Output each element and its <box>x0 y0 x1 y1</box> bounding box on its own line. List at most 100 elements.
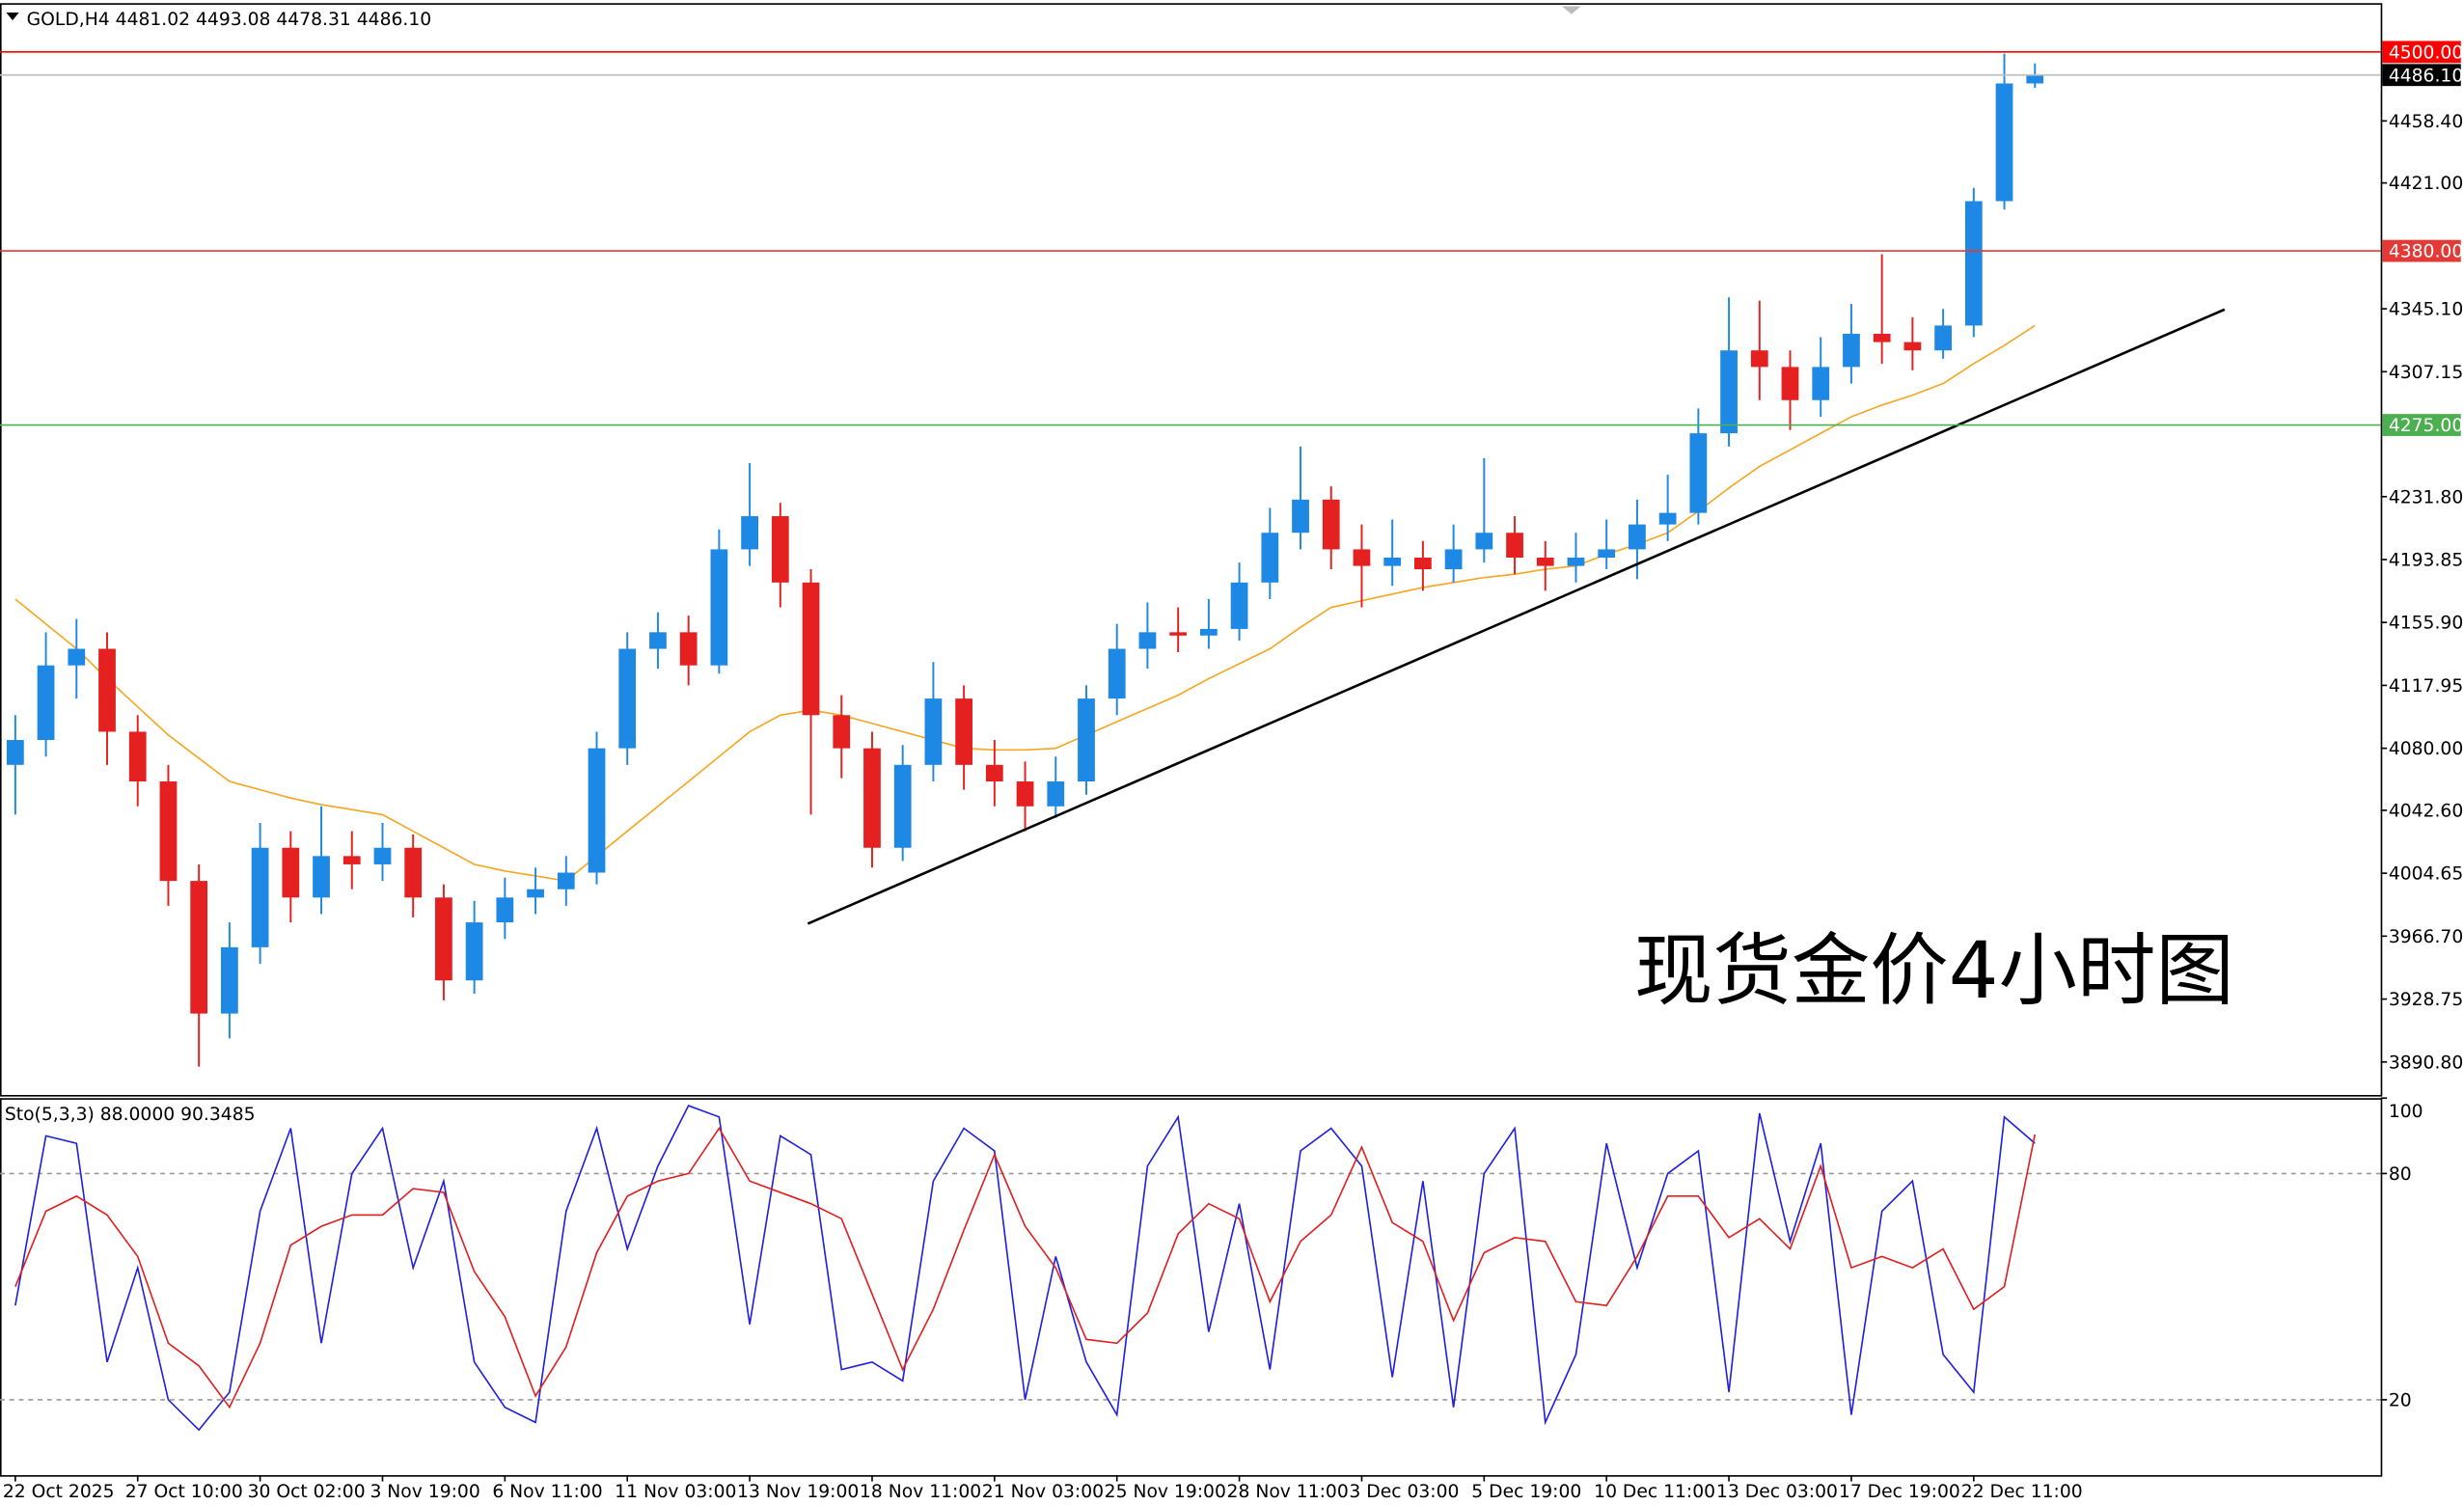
candle-body <box>985 764 1003 782</box>
candle-body <box>251 847 269 947</box>
stochastic-line <box>14 1105 2036 1432</box>
menu-triangle[interactable] <box>6 13 19 21</box>
candle-body <box>1322 499 1340 550</box>
main-panel-frame <box>0 3 2383 1097</box>
y-tick-label: 3890.80 <box>2389 1053 2463 1073</box>
x-tick-label: 17 Dec 19:00 <box>1839 1482 1960 1502</box>
y-tick-label: 4004.65 <box>2389 864 2463 885</box>
candle-body <box>313 856 330 898</box>
candle-body <box>1658 512 1677 525</box>
candle-body <box>527 889 544 898</box>
candle-body <box>1720 350 1738 434</box>
price-level-label: 4275.00 <box>2389 416 2463 436</box>
candle-body <box>1506 533 1523 559</box>
y-tick-label: 4307.15 <box>2389 363 2463 383</box>
y-tick-label: 4080.00 <box>2389 739 2463 759</box>
candle-body <box>1750 350 1768 368</box>
candle-body <box>68 648 86 666</box>
candle-body <box>893 764 912 848</box>
indicator-title: Sto(5,3,3) 88.0000 90.3485 <box>5 1105 256 1125</box>
candle-body <box>1199 628 1218 636</box>
candle-body <box>1567 558 1585 566</box>
candle-body <box>1383 558 1402 566</box>
candle-body <box>221 946 238 1014</box>
annotation: 现货金价4小时图 <box>1634 925 2234 1017</box>
y-tick-label: 4193.85 <box>2389 551 2463 571</box>
y-tick-label: 3966.70 <box>2389 927 2463 947</box>
x-tick-label: 11 Nov 03:00 <box>615 1482 736 1502</box>
candle-body <box>1781 367 1799 400</box>
candle-body <box>128 731 147 782</box>
candle-body <box>1995 83 2013 202</box>
candle-body <box>1016 781 1034 807</box>
y-tick-label: 100 <box>2389 1102 2423 1122</box>
candle-body <box>771 516 789 583</box>
x-tick-label: 30 Oct 02:00 <box>248 1482 366 1502</box>
x-tick-label: 3 Dec 03:00 <box>1349 1482 1459 1502</box>
y-tick-label: 4117.95 <box>2389 676 2463 697</box>
price-level-tag <box>2382 414 2461 436</box>
candle-body <box>1353 549 1371 566</box>
candle-body <box>1292 499 1309 534</box>
candle-body <box>1108 648 1126 699</box>
candle-body <box>159 781 178 882</box>
candle-body <box>1843 334 1860 368</box>
x-tick-label: 13 Nov 19:00 <box>737 1482 859 1502</box>
candle-body <box>1475 533 1493 550</box>
candle-body <box>2026 74 2044 84</box>
candle-body <box>802 582 820 716</box>
candle-body <box>1598 549 1616 559</box>
candle-body <box>465 922 483 981</box>
x-tick-label: 13 Dec 03:00 <box>1716 1482 1838 1502</box>
y-tick-label: 80 <box>2389 1164 2412 1185</box>
candle-body <box>863 748 881 848</box>
candle-body <box>98 648 116 732</box>
y-tick-label: 4458.40 <box>2389 112 2463 132</box>
candle-body <box>1629 524 1646 550</box>
indicator-panel-frame <box>0 1098 2383 1477</box>
candle-body <box>282 847 300 898</box>
price-level-label: 4500.00 <box>2389 42 2463 63</box>
candle-body <box>1903 342 1922 351</box>
candle-body <box>496 897 514 923</box>
candle-body <box>1536 558 1554 566</box>
candle-body <box>1934 325 1952 351</box>
candle-body <box>1078 698 1095 782</box>
x-tick-label: 27 Oct 10:00 <box>125 1482 243 1502</box>
trendline <box>807 308 2226 925</box>
candle-body <box>649 632 667 649</box>
candle-body <box>1138 632 1157 649</box>
y-tick-label: 4345.10 <box>2389 300 2463 320</box>
price-level-label: 4486.10 <box>2389 66 2463 86</box>
candle-body <box>1230 582 1248 629</box>
x-tick-label: 6 Nov 11:00 <box>492 1482 602 1502</box>
y-tick-label: 4421.00 <box>2389 174 2463 194</box>
candle-body <box>37 665 55 741</box>
candle-body <box>190 881 208 1014</box>
y-tick-label: 4042.60 <box>2389 801 2463 821</box>
candle-body <box>1261 533 1279 583</box>
candle-body <box>6 740 24 765</box>
candle-body <box>1169 632 1188 636</box>
chart-title: GOLD,H4 4481.02 4493.08 4478.31 4486.10 <box>27 10 432 30</box>
x-tick-label: 28 Nov 11:00 <box>1227 1482 1349 1502</box>
candle-body <box>924 698 943 765</box>
y-tick-label: 4155.90 <box>2389 614 2463 634</box>
scroll-marker <box>1562 6 1581 14</box>
price-level-label: 4380.00 <box>2389 242 2463 262</box>
candle-body <box>1444 549 1463 570</box>
x-tick-label: 10 Dec 11:00 <box>1594 1482 1715 1502</box>
candle-body <box>955 698 973 765</box>
candle-body <box>404 847 423 898</box>
y-tick-label: 4231.80 <box>2389 487 2463 507</box>
candle-body <box>588 748 606 873</box>
y-tick-label: 3928.75 <box>2389 990 2463 1010</box>
candle-body <box>618 648 637 749</box>
price-level-tag <box>2382 239 2461 262</box>
x-tick-label: 22 Oct 2025 <box>3 1482 115 1502</box>
candle-body <box>679 632 698 666</box>
x-tick-label: 18 Nov 11:00 <box>860 1482 981 1502</box>
x-tick-label: 5 Dec 19:00 <box>1471 1482 1581 1502</box>
candle-body <box>557 872 575 889</box>
